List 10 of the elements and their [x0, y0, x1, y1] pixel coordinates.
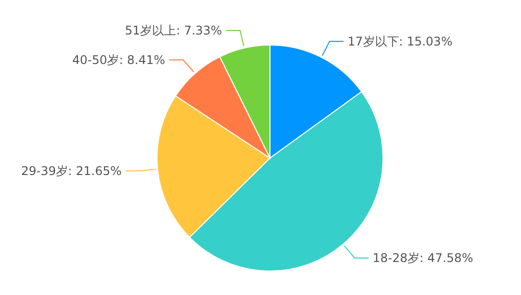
slice-label: 18-28岁 — [372, 250, 420, 265]
data-label: : 47.58% — [420, 250, 474, 265]
data-label: : 7.33% — [176, 23, 222, 38]
slice-label: 17岁以下 — [348, 34, 399, 48]
slice-label: 40-50岁 — [72, 52, 120, 67]
data-label: : 8.41% — [119, 52, 166, 67]
data-label: : 21.65% — [68, 164, 122, 178]
slice-label: 51岁以上 — [124, 23, 176, 38]
data-label: : 15.03% — [398, 34, 452, 48]
slice-label: 29-39岁 — [21, 164, 68, 178]
